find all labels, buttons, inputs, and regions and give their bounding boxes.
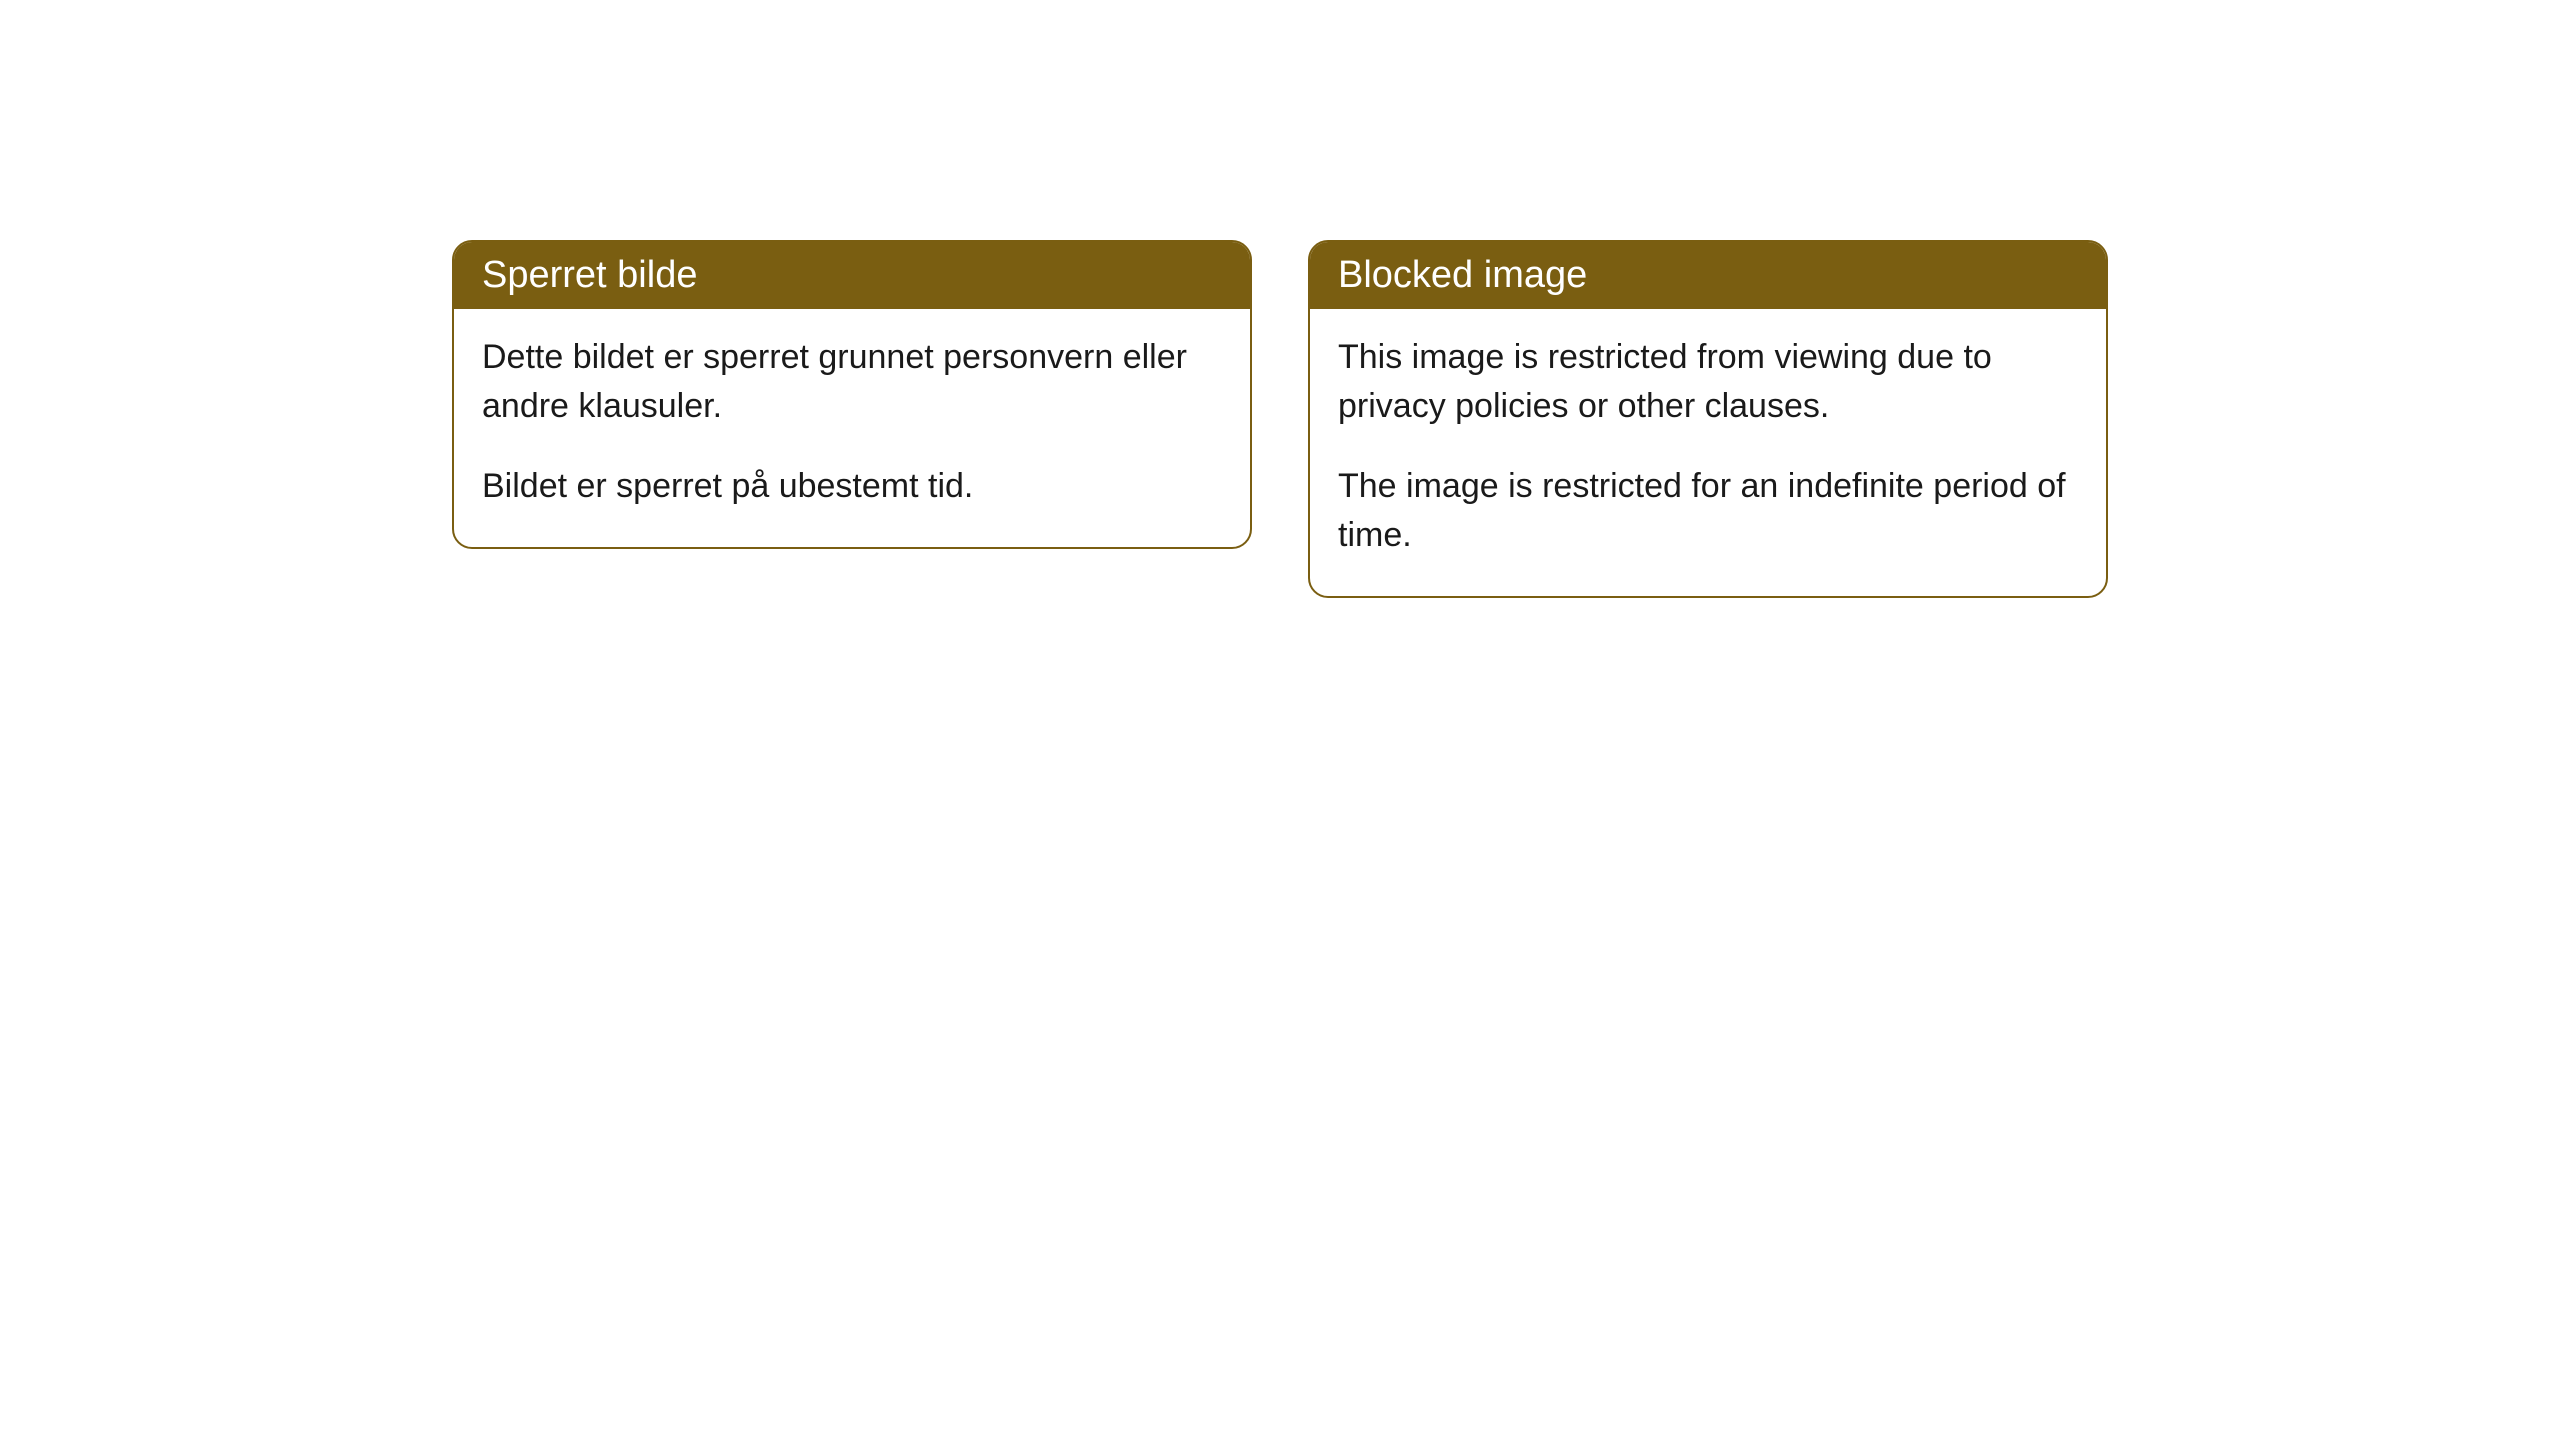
blocked-image-card-norwegian: Sperret bilde Dette bildet er sperret gr… — [452, 240, 1252, 549]
card-paragraph: The image is restricted for an indefinit… — [1338, 462, 2078, 561]
card-body: Dette bildet er sperret grunnet personve… — [454, 309, 1250, 547]
card-header: Sperret bilde — [454, 242, 1250, 309]
card-paragraph: Bildet er sperret på ubestemt tid. — [482, 462, 1222, 511]
card-paragraph: This image is restricted from viewing du… — [1338, 333, 2078, 432]
card-body: This image is restricted from viewing du… — [1310, 309, 2106, 596]
blocked-image-card-english: Blocked image This image is restricted f… — [1308, 240, 2108, 598]
card-paragraph: Dette bildet er sperret grunnet personve… — [482, 333, 1222, 432]
card-header: Blocked image — [1310, 242, 2106, 309]
